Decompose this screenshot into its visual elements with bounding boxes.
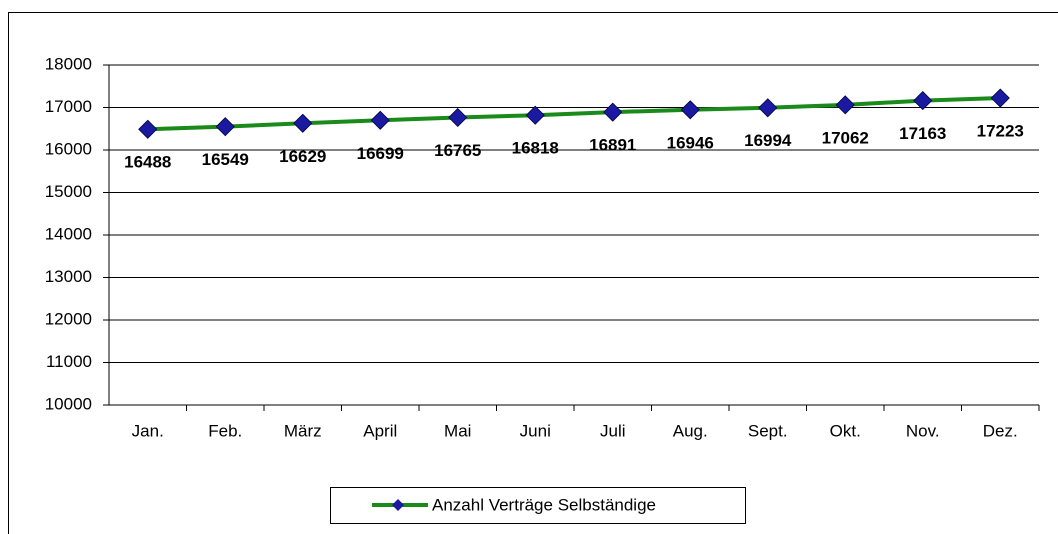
data-label: 17163 [899,124,946,143]
data-label: 16891 [589,136,636,155]
x-tick-label: Mai [444,421,471,440]
legend-label: Anzahl Verträge Selbständige [432,495,656,514]
x-tick-label: Nov. [906,421,940,440]
y-tick-label: 18000 [45,54,92,73]
data-label: 16629 [279,147,326,166]
marker [370,110,390,130]
y-tick-label: 14000 [45,224,92,243]
marker [448,107,468,128]
data-label: 16488 [124,153,171,172]
y-tick-label: 16000 [45,139,92,158]
marker [758,98,778,118]
marker [990,88,1010,108]
x-tick-label: Juni [520,421,551,440]
x-tick-label: Aug. [673,421,708,440]
x-tick-label: März [284,421,322,440]
data-label: 16818 [512,139,559,158]
x-tick-label: Okt. [830,421,861,440]
marker [603,102,623,122]
data-label: 16549 [202,150,249,169]
x-tick-label: Sept. [748,421,788,440]
data-label: 17062 [822,128,869,147]
marker [138,119,158,139]
marker [215,117,235,137]
x-tick-label: April [363,421,397,440]
x-tick-label: Jan. [132,421,164,440]
marker [525,105,545,125]
data-label: 16946 [667,133,714,152]
legend-marker [392,499,404,511]
y-tick-label: 13000 [45,267,92,286]
x-tick-label: Juli [600,421,626,440]
y-tick-label: 15000 [45,182,92,201]
y-tick-label: 17000 [45,97,92,116]
data-label: 16765 [434,141,481,160]
marker [835,95,855,115]
y-tick-label: 12000 [45,309,92,328]
line [147,96,1001,132]
data-label: 17223 [977,122,1024,141]
x-tick-label: Dez. [983,421,1018,440]
data-label: 16994 [744,131,792,150]
marker [680,100,700,120]
chart-border [8,12,1058,534]
y-tick-label: 11000 [46,352,92,371]
data-label: 16699 [357,144,404,163]
marker [293,113,313,133]
x-tick-label: Feb. [208,421,242,440]
y-tick-label: 10000 [45,394,92,413]
marker [913,91,933,111]
